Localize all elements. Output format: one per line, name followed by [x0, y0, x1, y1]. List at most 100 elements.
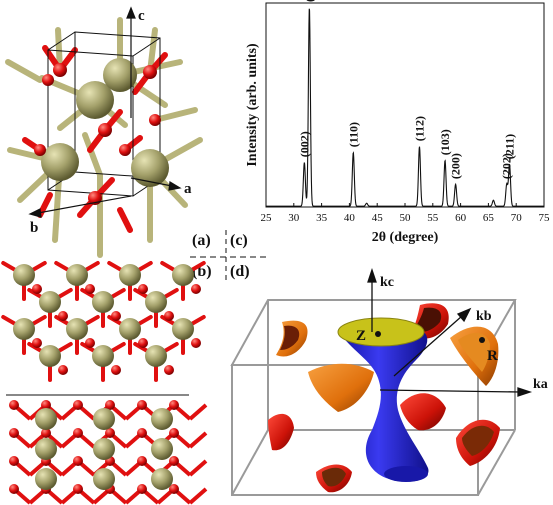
point-Z-label: Z [356, 328, 366, 344]
oxygen-atom [111, 365, 121, 375]
x-tick-label: 40 [344, 212, 356, 224]
panel-label-a: (a) [192, 232, 211, 249]
metal-atom [93, 408, 115, 430]
yellow-cap [337, 317, 425, 347]
x-tick-label: 25 [261, 212, 273, 224]
fermi-surface-panel: kc kb ka Z R [230, 267, 548, 496]
metal-atom [92, 291, 114, 313]
x-tick-label: 50 [400, 212, 412, 224]
point-R-label: R [487, 348, 498, 364]
pocket-mid-right [400, 393, 446, 431]
oxygen-atom [191, 284, 201, 294]
oxygen-atom [73, 428, 83, 438]
hexagonal-network [1, 261, 206, 382]
projection-bottom [6, 394, 208, 505]
metal-atom [93, 468, 115, 490]
x-tick-label: 75 [539, 212, 551, 224]
blue-hourglass [338, 330, 429, 482]
peak-label: (202) [500, 153, 514, 179]
projection-top [1, 261, 206, 382]
x-tick-label: 55 [427, 212, 439, 224]
oxygen-atom [137, 456, 147, 466]
peak-label: (112) [412, 116, 426, 141]
oxygen-atom [169, 400, 179, 410]
metal-atom [93, 438, 115, 460]
x-tick-label: 65 [483, 212, 495, 224]
oxygen-atom [164, 365, 174, 375]
metal-atom [92, 345, 114, 367]
oxygen-atom [9, 484, 19, 494]
metal-atom [172, 318, 194, 340]
crystal-structure-panel: c a b [5, 6, 203, 258]
peak-label: (103) [438, 129, 452, 155]
metal-atom [13, 318, 35, 340]
crystal-axes [28, 6, 182, 218]
oxygen-atom [41, 400, 51, 410]
oxygen-atom [85, 284, 95, 294]
oxygen-atom [138, 338, 148, 348]
oxygen-atom [73, 484, 83, 494]
axis-kb-label: kb [476, 309, 492, 324]
panel-label-d: (d) [230, 263, 250, 280]
xrd-pattern-line [266, 8, 544, 207]
x-tick-label: 60 [455, 212, 467, 224]
point-Z-marker [375, 331, 381, 337]
axis-b-label: b [30, 220, 38, 236]
x-axis-label: 2θ (degree) [372, 230, 439, 245]
metal-atom [39, 345, 61, 367]
oxygen-atom [137, 400, 147, 410]
oxygen-atom [169, 456, 179, 466]
metal-atom [145, 345, 167, 367]
peak-label: (011) [302, 0, 316, 2]
pocket-mid-orange [308, 363, 374, 412]
x-tick-label: 35 [316, 212, 328, 224]
blue-bottom [384, 466, 428, 482]
oxygen-atom [41, 428, 51, 438]
oxygen-atom [58, 311, 68, 321]
pocket-bottom-left-inner [322, 467, 346, 487]
oxygen-atom [191, 338, 201, 348]
metal-atom [119, 264, 141, 286]
panel-label-c: (c) [230, 232, 248, 249]
oxygen-atom [105, 400, 115, 410]
panel-labels: (a) (c) (b) (d) [190, 230, 268, 282]
oxygen-atom [169, 428, 179, 438]
metal-atom [35, 438, 57, 460]
metal-atom [35, 468, 57, 490]
oxygen-atom [32, 338, 42, 348]
x-tick-labels: 25 30 35 40 45 50 55 60 65 70 75 [261, 212, 551, 224]
pocket-bottom-right-inner [462, 425, 494, 456]
metal-atom [172, 264, 194, 286]
oxygen-atom [9, 456, 19, 466]
bond [188, 431, 208, 449]
metal-atom [119, 318, 141, 340]
oxygen-atom [137, 428, 147, 438]
x-tick-label: 45 [372, 212, 384, 224]
oxygen-atom [32, 284, 42, 294]
peak-label: (110) [346, 122, 360, 147]
bond [188, 487, 208, 505]
metal-atom [145, 291, 167, 313]
oxygen-atom [169, 484, 179, 494]
oxygen-atom [111, 311, 121, 321]
metal-atom [151, 438, 173, 460]
oxygen-atom [73, 456, 83, 466]
large-atoms [41, 58, 169, 187]
oxygen-atom [58, 365, 68, 375]
bond [188, 459, 208, 477]
oxygen-atom [138, 284, 148, 294]
metal-atom [39, 291, 61, 313]
xrd-chart-panel: 25 30 35 40 45 50 55 60 65 70 75 (002) (011) (110) (1… [245, 0, 550, 245]
x-tick-label: 70 [511, 212, 523, 224]
oxygen-atom [164, 311, 174, 321]
metal-atom [13, 264, 35, 286]
k-axes [367, 267, 533, 397]
peak-label: (200) [449, 153, 463, 179]
pocket-left-red [268, 413, 294, 451]
axis-ka-label: ka [533, 377, 548, 392]
oxygen-atoms [34, 63, 161, 205]
pocket-top-left-inner [280, 325, 300, 350]
pocket-top-mid-inner [414, 307, 442, 332]
metal-atom [66, 318, 88, 340]
